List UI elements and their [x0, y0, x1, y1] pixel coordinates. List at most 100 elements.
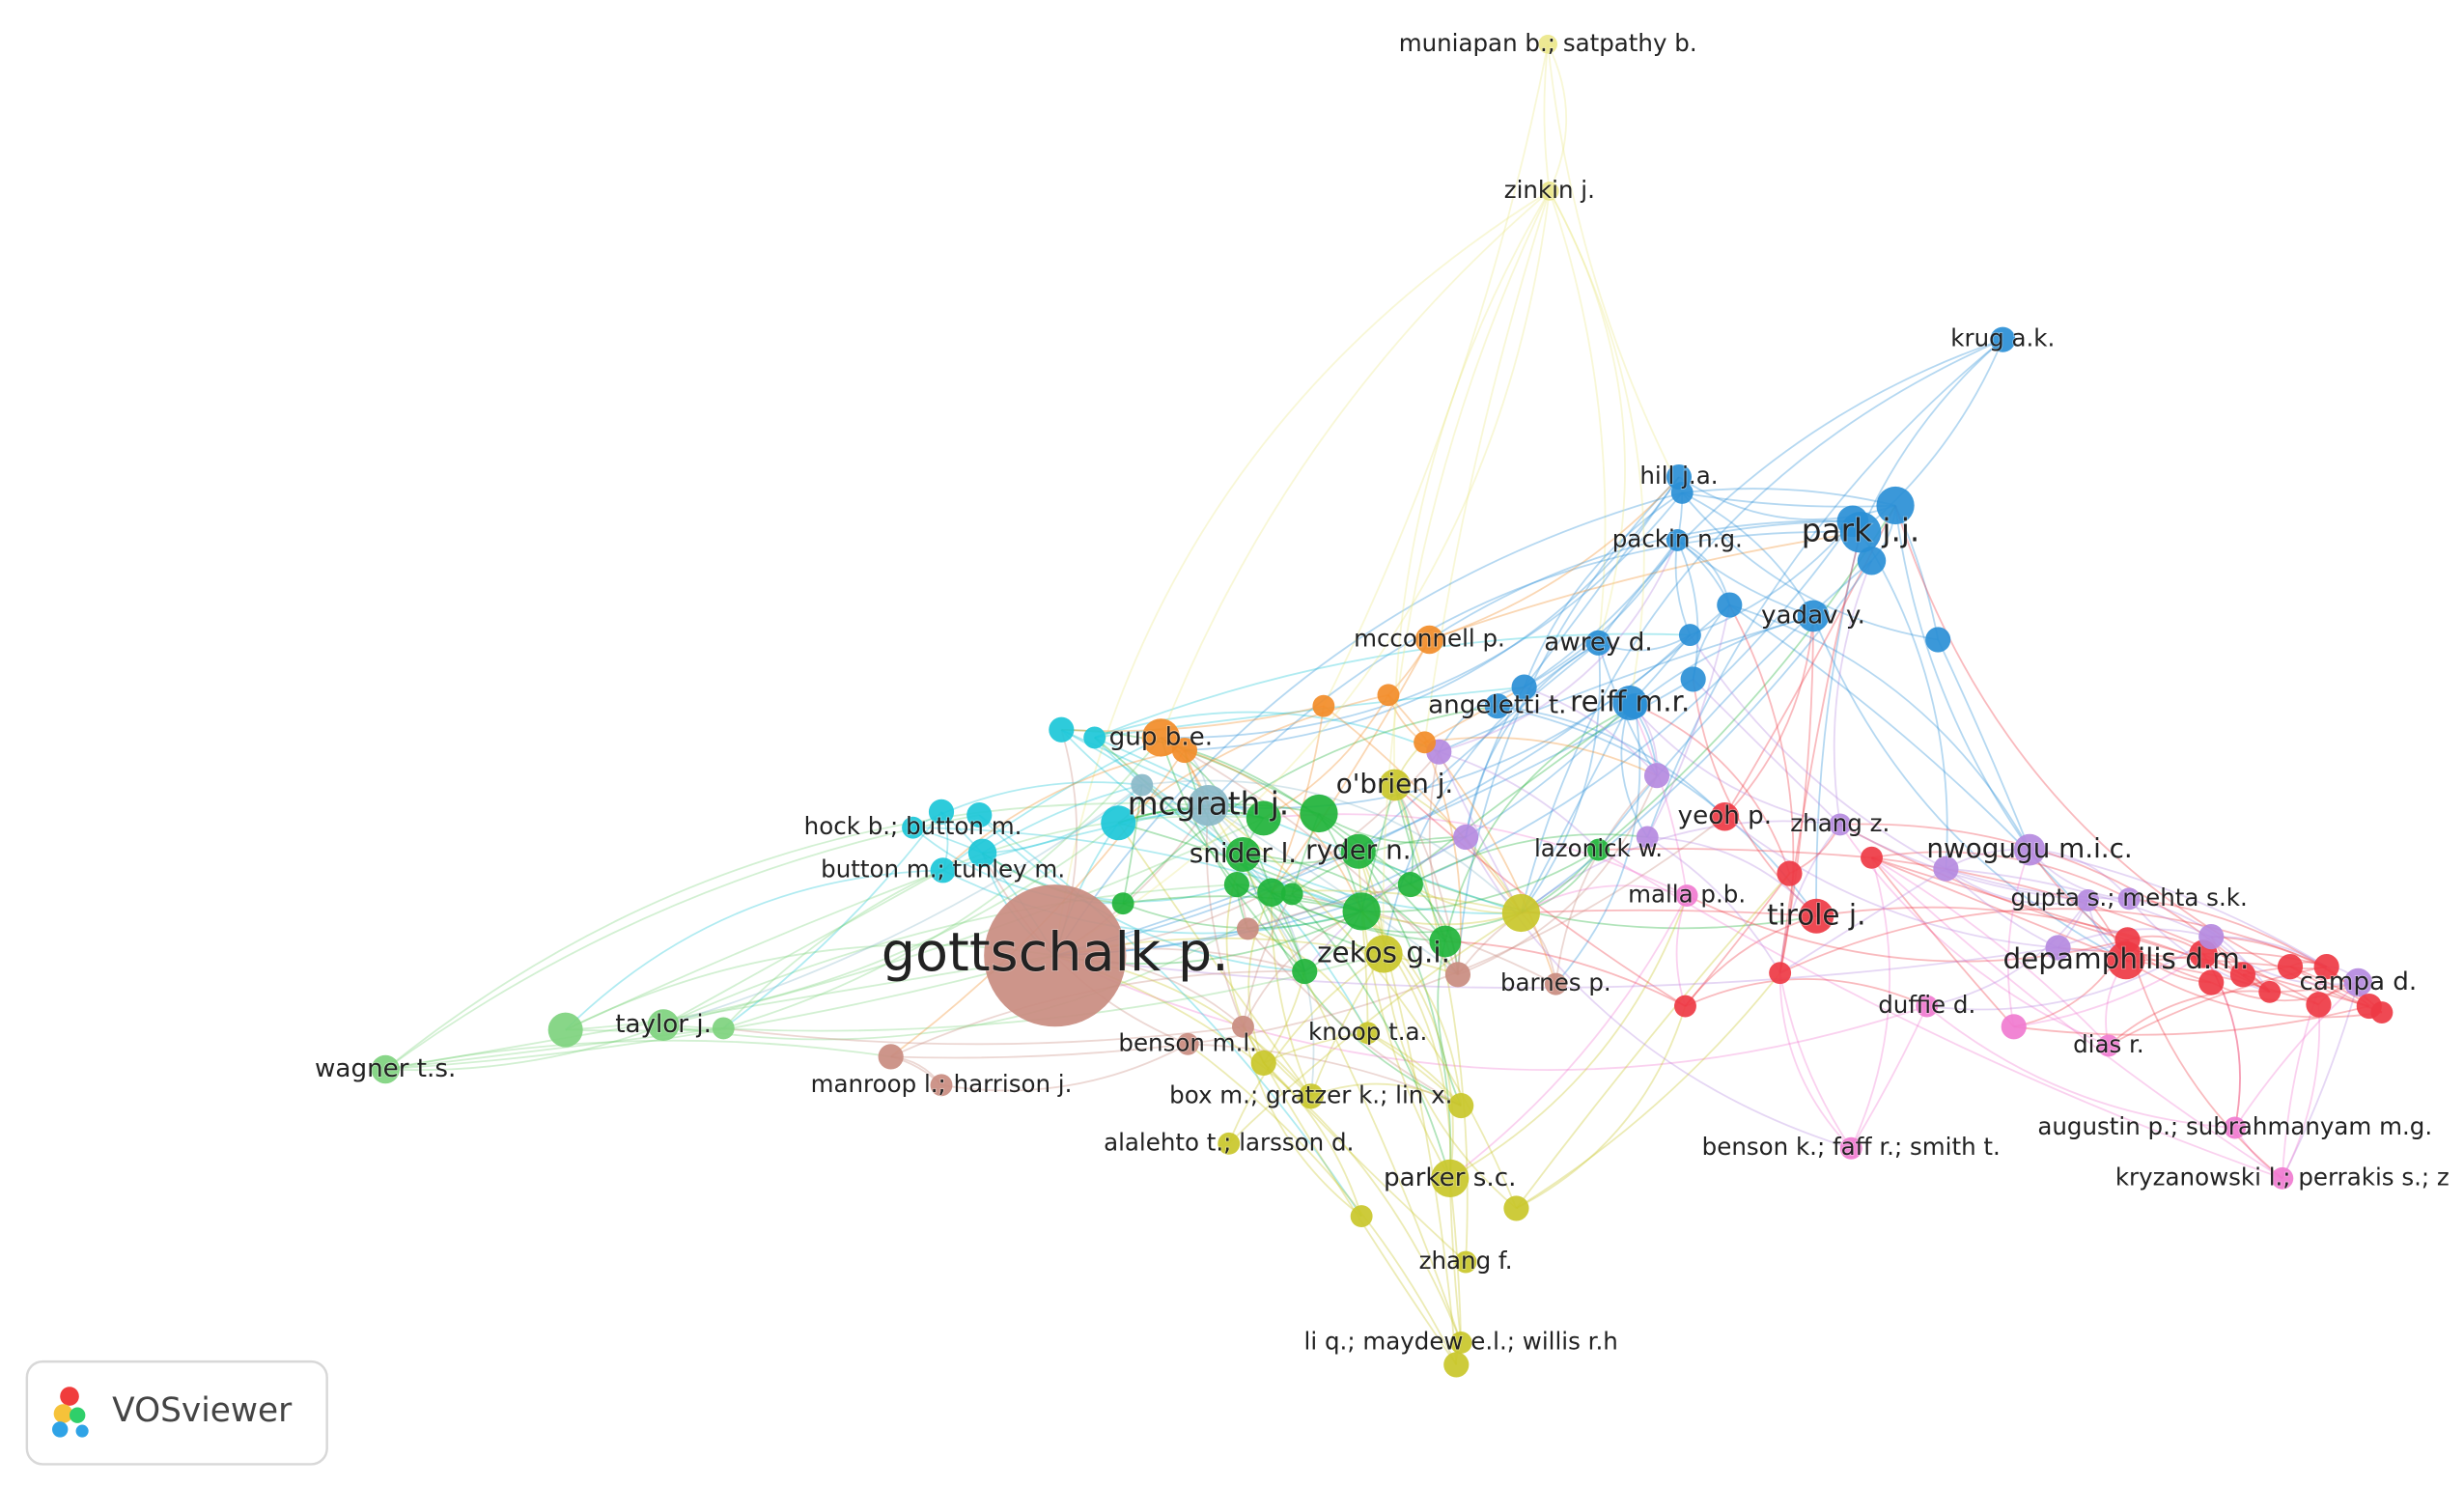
node	[371, 1054, 400, 1084]
edge	[1871, 856, 2110, 1047]
node-label: awrey d.	[1544, 628, 1652, 657]
node-label: mcconnell p.	[1354, 625, 1505, 653]
node-label: packin n.g.	[1612, 524, 1743, 552]
edge	[1676, 539, 1814, 617]
edge	[1684, 873, 1791, 1007]
edge	[1646, 339, 2003, 838]
edge	[1448, 1178, 1463, 1343]
edge	[2234, 981, 2359, 1129]
edge	[1358, 851, 1452, 1179]
node	[1539, 182, 1559, 201]
edge	[1543, 43, 1551, 192]
edge	[1094, 737, 1238, 885]
node	[1925, 627, 1951, 653]
edge	[1926, 899, 2089, 1007]
edge	[1946, 867, 2130, 900]
node	[647, 1009, 680, 1042]
edge	[982, 852, 1238, 903]
edge	[978, 814, 1305, 972]
node	[1431, 1159, 1470, 1197]
node	[1257, 878, 1286, 907]
edge	[1060, 728, 1522, 914]
edge	[1521, 909, 1817, 917]
node	[1585, 630, 1611, 656]
node-label: gup b.e.	[1109, 722, 1213, 751]
node	[984, 884, 1127, 1027]
edge	[1675, 895, 1688, 1007]
node	[1501, 893, 1540, 933]
node-label: li q.; maydew e.l.; willis r.h	[1304, 1327, 1618, 1355]
edge	[1516, 1005, 1687, 1210]
edge	[1778, 824, 1841, 973]
edge	[1449, 895, 1688, 1180]
edge	[1383, 953, 1518, 1210]
edge	[1926, 936, 2212, 1011]
edge	[1247, 891, 1273, 1064]
node	[1357, 1022, 1380, 1045]
node	[1622, 693, 1648, 719]
edge	[1729, 603, 2030, 851]
node	[1857, 547, 1887, 575]
edge	[2282, 1004, 2321, 1179]
node-label: kryzanowski l.; perrakis s.; z	[2115, 1163, 2450, 1191]
edge	[1207, 530, 1862, 806]
edge	[1054, 954, 1928, 1071]
node-label: button m.; tunley m.	[821, 855, 1065, 883]
edge	[1360, 705, 1636, 912]
edge	[1850, 857, 1890, 1149]
node	[928, 799, 955, 825]
node-label: barnes p.	[1500, 968, 1611, 996]
edge	[662, 869, 944, 1026]
edge	[942, 869, 1362, 935]
edge	[1728, 603, 2127, 962]
edge	[2126, 939, 2283, 1180]
node	[1777, 860, 1803, 886]
node-label: parker s.c.	[1384, 1164, 1516, 1192]
edge	[1723, 615, 1814, 818]
edge	[1429, 531, 1862, 641]
node-label: park j.j.	[1802, 512, 1920, 548]
node	[2224, 1116, 2247, 1139]
node-label: duffie d.	[1878, 991, 1975, 1019]
edge	[1242, 911, 1362, 1027]
edge	[1549, 190, 1626, 644]
node	[1280, 883, 1303, 906]
node	[1236, 917, 1259, 940]
edge	[1779, 867, 1946, 974]
edge	[1141, 784, 1273, 893]
edge	[978, 814, 1362, 1218]
edge	[1160, 737, 1459, 975]
edge	[1054, 520, 1854, 957]
edge	[1629, 702, 1840, 826]
node	[1188, 785, 1229, 827]
logo-box	[25, 1360, 328, 1466]
node	[2306, 992, 2332, 1018]
node	[1131, 773, 1154, 797]
edge	[982, 784, 1143, 855]
edge	[1383, 642, 1599, 955]
node	[1769, 962, 1792, 985]
node	[2370, 1001, 2394, 1024]
node	[1246, 800, 1281, 836]
edge	[1778, 532, 1862, 973]
edge	[2007, 849, 2030, 1027]
edge	[1449, 895, 1688, 1180]
node-label: nwogugu m.i.c.	[1926, 832, 2132, 864]
edge	[1684, 914, 1817, 1007]
node	[2077, 888, 2100, 911]
node	[1453, 824, 1479, 851]
node-label: angeletti t.	[1428, 691, 1566, 720]
edge	[1690, 520, 1854, 636]
edge	[1227, 953, 1385, 1144]
edge	[1263, 1062, 1362, 1217]
node	[1232, 1015, 1254, 1038]
edge	[1677, 519, 1853, 542]
edge	[890, 1043, 1189, 1059]
edge	[1548, 190, 1607, 643]
logo[interactable]: VOSviewer	[25, 1360, 328, 1466]
node-label: yeoh p.	[1678, 801, 1772, 830]
edge	[2210, 981, 2359, 1002]
edge	[1207, 804, 1459, 976]
node	[1710, 802, 1740, 831]
edge	[2029, 849, 2212, 984]
